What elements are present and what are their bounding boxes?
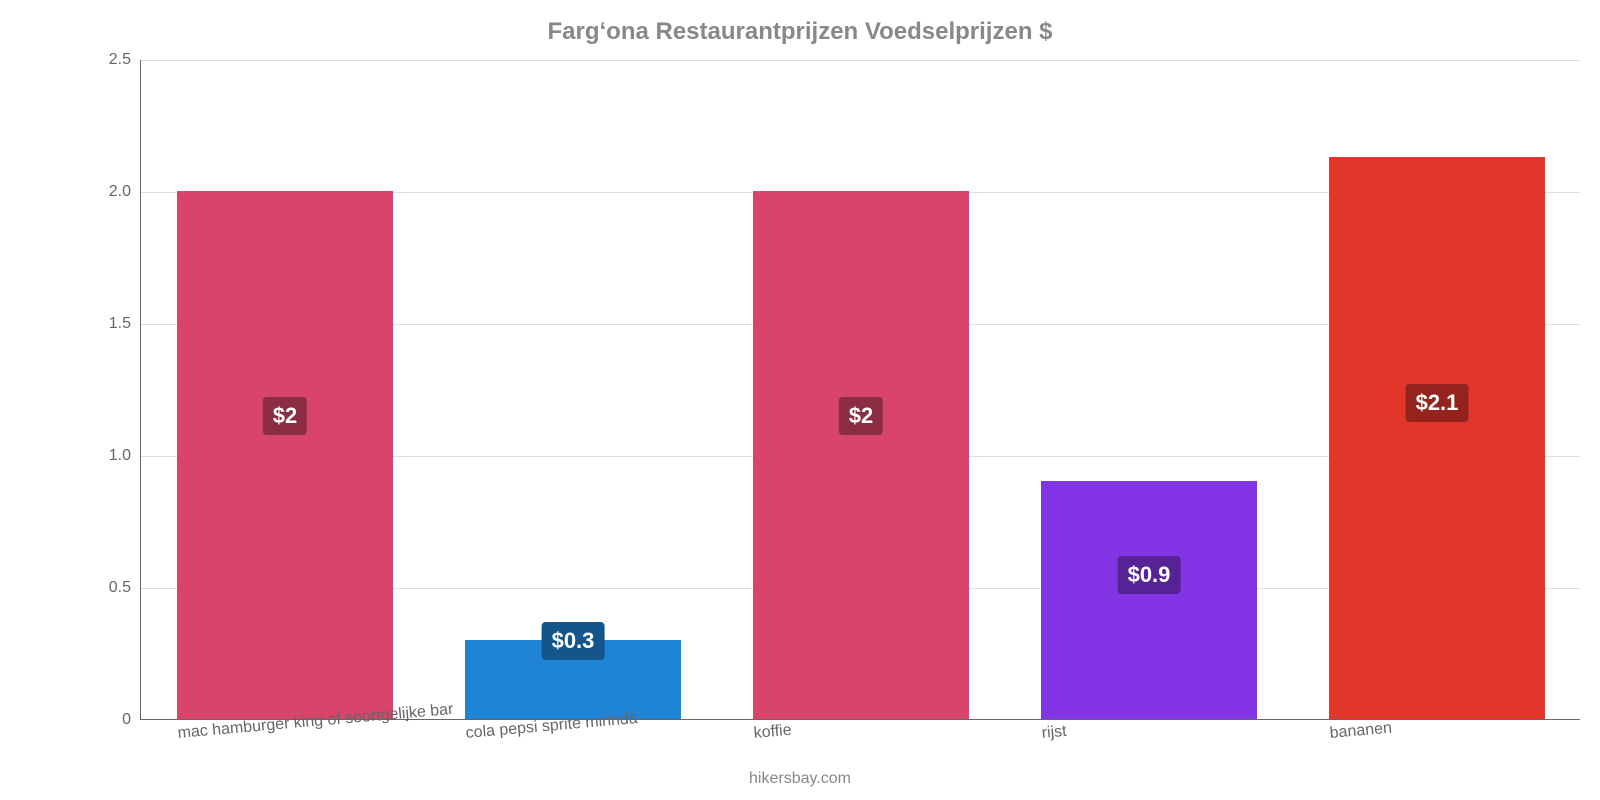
bar-value-label: $2.1 xyxy=(1406,384,1469,422)
y-axis-tick-label: 1.5 xyxy=(109,315,141,333)
x-axis-tick-label: rijst xyxy=(1041,723,1067,743)
y-axis-tick-label: 2.5 xyxy=(109,51,141,69)
y-axis-tick-label: 0 xyxy=(122,711,141,729)
y-axis-tick-label: 0.5 xyxy=(109,579,141,597)
chart-bar xyxy=(753,191,969,719)
gridline xyxy=(141,60,1580,61)
chart-title: Fargʻona Restaurantprijzen Voedselprijze… xyxy=(0,18,1600,46)
chart-bar xyxy=(177,191,393,719)
y-axis-tick-label: 2.0 xyxy=(109,183,141,201)
x-axis-tick-label: bananen xyxy=(1329,720,1393,743)
x-axis-tick-label: koffie xyxy=(753,722,792,743)
chart-plot-area: 00.51.01.52.02.5$2mac hamburger king of … xyxy=(140,60,1580,720)
chart-bar xyxy=(1329,157,1545,719)
bar-value-label: $0.3 xyxy=(542,622,605,660)
chart-bar xyxy=(1041,481,1257,719)
chart-attribution: hikersbay.com xyxy=(0,770,1600,788)
y-axis-tick-label: 1.0 xyxy=(109,447,141,465)
bar-value-label: $2 xyxy=(263,397,307,435)
bar-value-label: $2 xyxy=(839,397,883,435)
bar-value-label: $0.9 xyxy=(1118,556,1181,594)
